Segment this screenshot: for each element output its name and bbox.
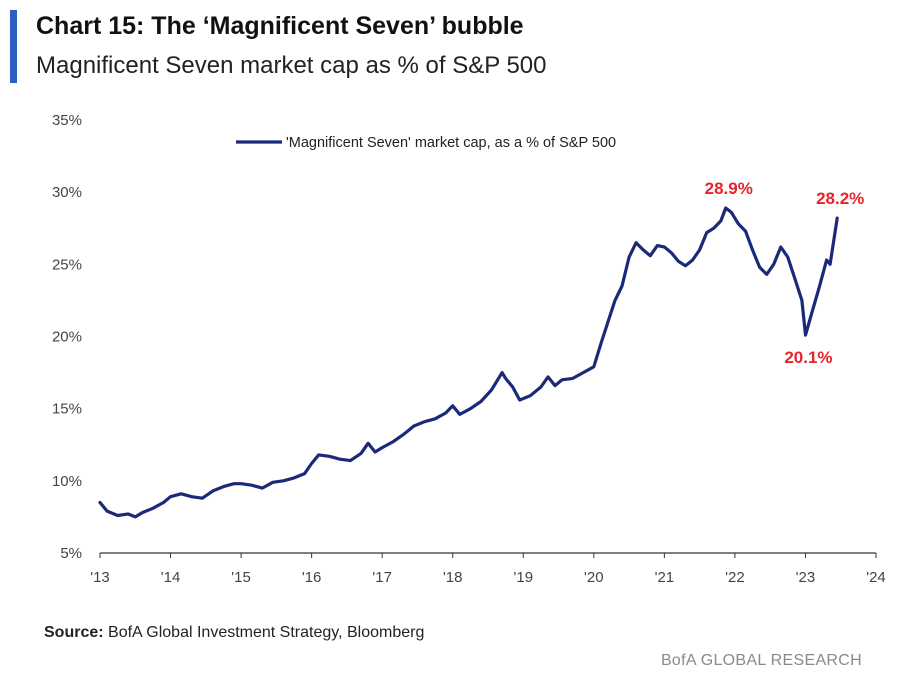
x-tick-label: '16 (302, 569, 322, 586)
source-text: BofA Global Investment Strategy, Bloombe… (108, 624, 425, 641)
legend-label: 'Magnificent Seven' market cap, as a % o… (286, 135, 616, 151)
x-tick-label: '17 (372, 569, 392, 586)
x-tick-label: '15 (231, 569, 251, 586)
y-tick-label: 30% (52, 184, 82, 201)
x-tick-label: '13 (90, 569, 110, 586)
y-tick-label: 20% (52, 329, 82, 346)
source-label: Source: (44, 624, 104, 641)
x-tick-label: '21 (655, 569, 675, 586)
x-tick-label: '22 (725, 569, 745, 586)
data-label: 28.9% (705, 179, 753, 198)
x-tick-label: '18 (443, 569, 463, 586)
chart-title: Chart 15: The ‘Magnificent Seven’ bubble (36, 12, 524, 40)
y-tick-label: 5% (60, 545, 82, 562)
title-accent-bar (10, 10, 17, 83)
brand-footer: BofA GLOBAL RESEARCH (660, 652, 862, 669)
y-tick-label: 10% (52, 473, 82, 490)
x-tick-label: '14 (161, 569, 181, 586)
y-tick-label: 35% (52, 112, 82, 129)
x-tick-label: '23 (796, 569, 816, 586)
y-tick-label: 25% (52, 256, 82, 273)
data-label: 28.2% (816, 189, 864, 208)
x-tick-label: '24 (866, 569, 886, 586)
x-tick-label: '19 (513, 569, 533, 586)
x-tick-label: '20 (584, 569, 604, 586)
line-chart: 5% 10% 15% 20% 25% 30% 35% '13 '14 '15 '16 '17 '18 '1… (52, 112, 886, 586)
chart-subtitle: Magnificent Seven market cap as % of S&P… (36, 52, 547, 79)
source-note: Source: BofA Global Investment Strategy,… (44, 624, 424, 642)
data-label: 20.1% (784, 348, 832, 367)
y-tick-label: 15% (52, 401, 82, 418)
series-line (98, 206, 839, 519)
